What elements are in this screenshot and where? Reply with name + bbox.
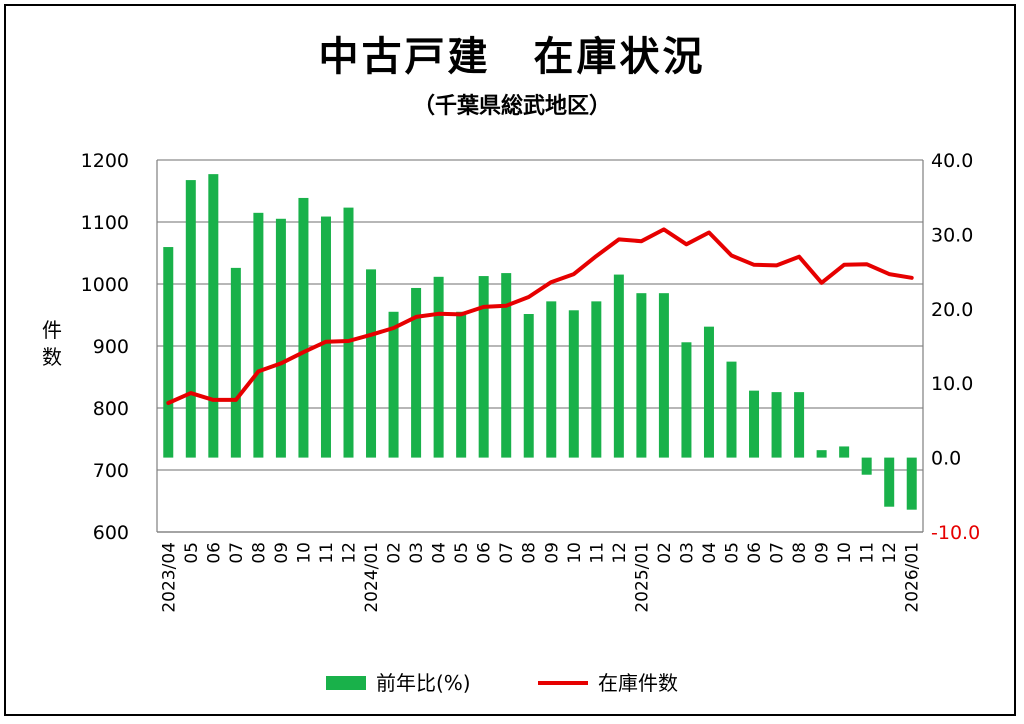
x-tick-label: 06 — [745, 542, 765, 564]
x-tick-label: 11 — [858, 542, 878, 564]
y-right-tick-label: 0.0 — [931, 448, 961, 470]
bar — [861, 457, 872, 475]
x-tick-label: 06 — [204, 542, 224, 564]
bar — [185, 180, 196, 458]
bar — [658, 293, 669, 458]
bar — [433, 276, 444, 458]
x-tick-label: 08 — [520, 542, 540, 564]
bar — [253, 212, 264, 458]
y-right-tick-label: -10.0 — [931, 522, 980, 544]
y-left-tick-label: 800 — [93, 398, 129, 420]
x-tick-label: 02 — [655, 542, 675, 564]
x-tick-label: 03 — [407, 542, 427, 564]
bar — [343, 207, 354, 458]
bar — [478, 276, 489, 458]
x-tick-label: 2024/01 — [362, 542, 382, 613]
chart-frame — [4, 4, 1016, 716]
bar — [794, 392, 805, 458]
bar — [884, 457, 895, 507]
x-tick-label: 10 — [835, 542, 855, 564]
bar — [636, 293, 647, 458]
x-tick-label: 10 — [565, 542, 585, 564]
x-tick-label: 02 — [385, 542, 405, 564]
x-tick-label: 12 — [340, 542, 360, 564]
x-tick-label: 07 — [227, 542, 247, 564]
bar — [906, 457, 917, 510]
bar — [568, 310, 579, 458]
x-tick-label: 2023/04 — [159, 542, 179, 613]
bar — [275, 218, 286, 458]
bar — [681, 342, 692, 458]
bar — [839, 446, 850, 458]
x-tick-label: 07 — [497, 542, 517, 564]
bar — [726, 361, 737, 458]
bar — [411, 287, 422, 458]
bar — [230, 267, 241, 458]
bar — [388, 311, 399, 458]
y-right-tick-label: 20.0 — [931, 299, 973, 321]
y-left-tick-label: 600 — [93, 522, 129, 544]
bar — [703, 326, 714, 458]
x-tick-label: 09 — [272, 542, 292, 564]
x-tick-label: 2025/01 — [632, 542, 652, 613]
x-tick-label: 09 — [813, 542, 833, 564]
bar — [816, 450, 827, 458]
bar — [298, 197, 309, 458]
bar — [613, 274, 624, 458]
x-tick-label: 05 — [182, 542, 202, 564]
y-left-tick-label: 1100 — [81, 212, 129, 234]
x-tick-label: 11 — [317, 542, 337, 564]
x-tick-label: 07 — [768, 542, 788, 564]
x-tick-label: 09 — [542, 542, 562, 564]
y-left-tick-label: 1200 — [81, 150, 129, 172]
bar — [501, 273, 512, 458]
chart-subtitle: （千葉県総武地区） — [412, 94, 611, 119]
legend-bar-label: 前年比(%) — [376, 671, 471, 695]
x-tick-label: 11 — [587, 542, 607, 564]
bar — [456, 311, 467, 458]
x-tick-label: 08 — [249, 542, 269, 564]
x-tick-label: 10 — [294, 542, 314, 564]
legend-line-label: 在庫件数 — [598, 671, 678, 695]
y-right-tick-label: 30.0 — [931, 224, 973, 246]
x-tick-label: 08 — [790, 542, 810, 564]
x-tick-label: 2026/01 — [903, 542, 923, 613]
legend-bar-swatch — [326, 676, 366, 690]
bar — [546, 301, 557, 458]
x-tick-label: 04 — [700, 542, 720, 564]
x-tick-label: 04 — [430, 542, 450, 564]
y-left-tick-label: 1000 — [81, 274, 129, 296]
bar — [749, 390, 760, 458]
y-left-tick-label: 700 — [93, 460, 129, 482]
y-left-tick-label: 900 — [93, 336, 129, 358]
bar — [591, 301, 602, 458]
x-tick-label: 05 — [723, 542, 743, 564]
y-right-tick-label: 40.0 — [931, 150, 973, 172]
x-tick-label: 12 — [610, 542, 630, 564]
x-tick-label: 06 — [475, 542, 495, 564]
bar — [208, 174, 219, 458]
bar — [523, 314, 534, 458]
x-tick-label: 05 — [452, 542, 472, 564]
bar — [163, 247, 174, 458]
y-axis-label: 数 — [42, 345, 62, 369]
x-tick-label: 12 — [880, 542, 900, 564]
y-axis-label: 件 — [42, 318, 62, 342]
inventory-line — [166, 227, 914, 405]
bar — [771, 392, 782, 458]
x-tick-label: 03 — [677, 542, 697, 564]
bar — [320, 216, 331, 458]
bar — [366, 269, 377, 458]
chart-title: 中古戸建 在庫状況 — [318, 34, 706, 80]
y-right-tick-label: 10.0 — [931, 373, 973, 395]
